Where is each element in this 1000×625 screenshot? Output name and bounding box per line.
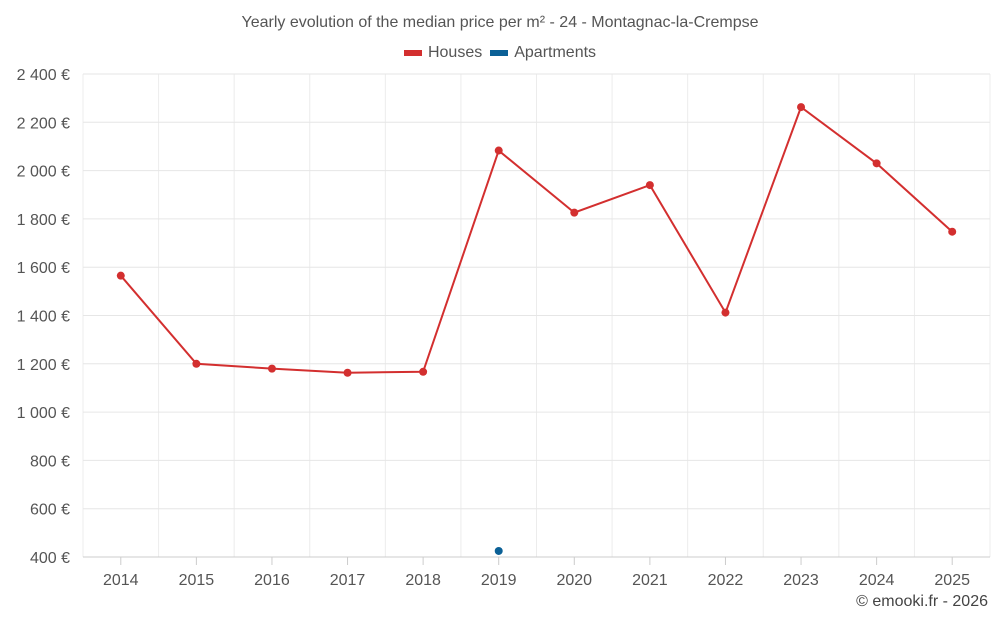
legend-swatch-houses	[403, 50, 422, 56]
y-tick-label: 2 400 €	[17, 67, 70, 84]
y-tick-label: 2 000 €	[17, 164, 70, 181]
x-tick-label: 2020	[556, 572, 592, 589]
data-point-houses	[797, 103, 806, 112]
y-tick-label: 1 000 €	[17, 405, 70, 422]
y-tick-label: 400 €	[30, 550, 70, 567]
data-point-houses	[192, 359, 201, 368]
legend-label-houses: Houses	[427, 44, 483, 61]
x-tick-label: 2014	[103, 572, 139, 589]
x-tick-label: 2019	[481, 572, 517, 589]
x-tick-label: 2022	[708, 572, 744, 589]
data-point-houses	[419, 367, 428, 376]
y-tick-label: 1 800 €	[17, 212, 70, 229]
copyright: © emooki.fr - 2026	[856, 593, 988, 610]
data-point-houses	[267, 364, 276, 373]
y-tick-label: 600 €	[30, 502, 70, 519]
data-point-houses	[343, 368, 352, 377]
x-tick-label: 2023	[783, 572, 819, 589]
y-tick-label: 1 200 €	[17, 357, 70, 374]
y-tick-label: 1 400 €	[17, 309, 70, 326]
legend: Houses Apartments	[0, 44, 1000, 62]
x-tick-label: 2021	[632, 572, 668, 589]
y-tick-label: 1 600 €	[17, 260, 70, 277]
y-tick-label: 2 200 €	[17, 115, 70, 132]
data-point-houses	[494, 146, 503, 155]
data-point-apartments	[494, 546, 503, 555]
x-tick-label: 2015	[179, 572, 215, 589]
data-point-houses	[721, 308, 730, 317]
legend-item-houses[interactable]: Houses	[403, 44, 483, 62]
x-tick-label: 2025	[934, 572, 970, 589]
x-tick-label: 2024	[859, 572, 895, 589]
data-point-houses	[645, 181, 654, 190]
series-line-houses	[120, 105, 953, 374]
y-tick-label: 800 €	[30, 453, 70, 470]
x-tick-label: 2017	[330, 572, 366, 589]
data-point-houses	[872, 159, 881, 168]
x-tick-label: 2018	[405, 572, 441, 589]
x-tick-label: 2016	[254, 572, 290, 589]
data-point-houses	[570, 208, 579, 217]
legend-swatch-apartments	[490, 50, 509, 56]
data-point-houses	[948, 227, 957, 236]
legend-label-apartments: Apartments	[514, 44, 597, 61]
legend-item-apartments[interactable]: Apartments	[490, 44, 596, 62]
chart-title: Yearly evolution of the median price per…	[241, 14, 759, 31]
data-point-houses	[116, 271, 125, 280]
